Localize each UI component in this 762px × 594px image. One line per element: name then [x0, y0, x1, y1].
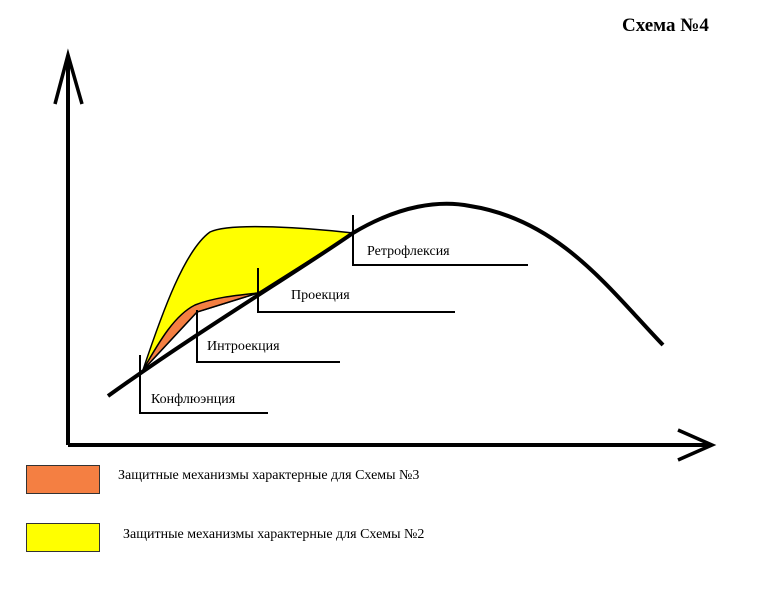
- legend-label-yellow: Защитные механизмы характерные для Схемы…: [123, 527, 425, 542]
- stage-label-confluence: Конфлюэнция: [151, 392, 236, 407]
- stage-marker-introjection: [196, 310, 340, 363]
- stage-label-projection: Проекция: [291, 288, 350, 303]
- diagram-title: Схема №4: [622, 15, 709, 36]
- x-axis-arrowhead: [677, 428, 717, 462]
- stage-label-introjection: Интроекция: [207, 339, 280, 354]
- legend-swatch-yellow: [26, 523, 100, 552]
- stage-marker-retroflection: [352, 215, 528, 266]
- stage-marker-projection: [257, 268, 455, 313]
- legend-label-orange: Защитные механизмы характерные для Схемы…: [118, 468, 420, 483]
- main-curve: [106, 201, 665, 398]
- yellow-region: [142, 225, 356, 371]
- stage-label-retroflection: Ретрофлексия: [367, 244, 450, 259]
- stage-marker-confluence: [139, 355, 268, 414]
- y-axis-arrowhead: [53, 48, 84, 105]
- orange-region: [142, 292, 259, 371]
- legend-swatch-orange: [26, 465, 100, 494]
